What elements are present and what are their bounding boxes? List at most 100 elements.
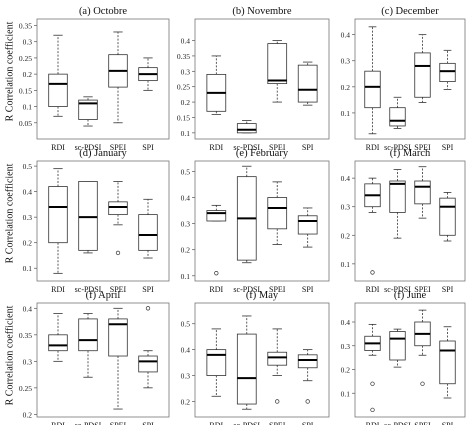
box-sc-pdsi xyxy=(389,96,406,129)
y-axis-label: R Correlation coefficient xyxy=(4,21,16,121)
box-body xyxy=(414,180,431,205)
x-tick-label: SPI xyxy=(142,421,154,425)
x-tick-label: SPI xyxy=(442,421,454,425)
box-sc-pdsi xyxy=(389,328,406,368)
y-tick-label: 0.4 xyxy=(341,318,351,327)
y-tick-label: 0.3 xyxy=(181,220,191,229)
y-tick-label: 0.25 xyxy=(19,54,32,63)
x-tick-label: sc-PDSI xyxy=(384,285,411,294)
x-tick-label: sc-PDSI xyxy=(384,143,411,152)
y-tick-label: 0.5 xyxy=(23,162,33,171)
chart-panel-5: (e) February 0.1 0.2 0.3 0.4 0.5 RDI sc-PDSI SPE… xyxy=(181,148,330,294)
y-tick-label: 0.3 xyxy=(23,38,33,47)
y-tick-label: 0.2 xyxy=(23,410,33,419)
x-tick-label: sc-PDSI xyxy=(75,421,102,425)
x-tick-label: sc-PDSI xyxy=(233,143,260,152)
y-tick-label: 0.2 xyxy=(181,246,191,255)
y-tick-label: 0.25 xyxy=(177,83,190,92)
x-tick-label: SPEI xyxy=(269,285,286,294)
y-tick-label: 0.15 xyxy=(177,113,190,122)
box-body xyxy=(389,107,406,127)
box-spei xyxy=(267,181,288,245)
y-tick-label: 0.2 xyxy=(23,70,33,79)
box-spei xyxy=(267,328,288,404)
y-tick-label: 0.1 xyxy=(341,260,351,269)
box-rdi xyxy=(48,34,68,117)
y-tick-label: 0.1 xyxy=(181,272,191,281)
box-spi xyxy=(297,207,318,248)
box-body xyxy=(364,70,381,109)
chart-panel-3: (c) December 0.1 0.2 0.3 0.4 RDI sc-PDSI SPEI SP… xyxy=(341,6,466,152)
y-tick-label: 0.2 xyxy=(181,397,191,406)
box-body xyxy=(267,43,288,85)
outlier-point xyxy=(275,399,280,404)
x-tick-label: SPEI xyxy=(269,143,286,152)
y-tick-label: 0.3 xyxy=(341,203,351,212)
y-tick-label: 0.25 xyxy=(19,384,32,393)
x-tick-label: sc-PDSI xyxy=(75,143,102,152)
y-tick-label: 0.15 xyxy=(19,86,32,95)
y-tick-label: 0.4 xyxy=(341,174,351,183)
y-tick-label: 0.2 xyxy=(341,83,351,92)
x-tick-label: SPI xyxy=(142,143,154,152)
x-tick-label: sc-PDSI xyxy=(233,285,260,294)
plot-frame xyxy=(354,18,466,140)
box-rdi xyxy=(206,328,227,397)
y-tick-label: 0.4 xyxy=(23,188,33,197)
x-tick-label: SPI xyxy=(302,421,314,425)
box-body xyxy=(78,99,98,120)
box-body xyxy=(108,318,128,357)
box-body xyxy=(206,349,227,376)
box-body xyxy=(414,52,431,98)
y-tick-label: 0.2 xyxy=(341,366,351,375)
outlier-point xyxy=(305,399,310,404)
y-tick-label: 0.5 xyxy=(181,167,191,176)
box-body xyxy=(389,331,406,361)
chart-panel-8: (f) May 0.2 0.3 0.4 0.5 RDI sc-PDSI SPEI SPI xyxy=(181,290,330,425)
x-tick-label: SPI xyxy=(442,143,454,152)
outlier-point xyxy=(145,306,151,311)
y-tick-label: 0.4 xyxy=(181,37,191,46)
box-spi xyxy=(297,61,318,106)
box-body xyxy=(78,181,98,251)
box-body xyxy=(297,64,318,103)
box-body xyxy=(267,351,288,366)
y-tick-label: 0.05 xyxy=(19,119,32,128)
box-body xyxy=(439,62,456,83)
box-spei xyxy=(108,307,128,410)
x-tick-label: RDI xyxy=(366,143,380,152)
chart-panel-1: (a) Octobre 0.05 0.1 0.15 0.2 0.25 0.3 0.35 RDI s… xyxy=(19,6,170,152)
outlier-point xyxy=(115,250,121,256)
box-spi xyxy=(439,192,456,242)
x-tick-label: SPEI xyxy=(414,421,431,425)
y-axis-label-row-2: R Correlation coefficient xyxy=(0,152,20,274)
y-tick-label: 0.4 xyxy=(181,346,191,355)
x-tick-label: SPI xyxy=(302,285,314,294)
box-body xyxy=(297,215,318,235)
x-tick-label: sc-PDSI xyxy=(75,285,102,294)
box-rdi xyxy=(48,168,68,274)
box-spei xyxy=(414,34,431,103)
box-spei xyxy=(108,181,128,256)
box-body xyxy=(48,73,68,107)
box-sc-pdsi xyxy=(389,169,406,239)
box-spei xyxy=(108,31,128,124)
chart-title: (f) May xyxy=(246,290,279,301)
x-tick-label: RDI xyxy=(51,421,65,425)
box-body xyxy=(236,333,257,405)
box-rdi xyxy=(206,204,227,276)
box-sc-pdsi xyxy=(236,315,257,410)
plot-frame xyxy=(194,302,330,418)
box-spei xyxy=(267,40,288,103)
chart-title: (f) June xyxy=(394,290,427,301)
y-tick-label: 0.35 xyxy=(19,21,32,30)
box-spi xyxy=(439,49,456,90)
outlier-point xyxy=(370,270,375,275)
x-tick-label: RDI xyxy=(366,421,380,425)
x-tick-label: RDI xyxy=(51,285,65,294)
box-sc-pdsi xyxy=(78,96,98,127)
y-tick-label: 0.4 xyxy=(23,304,33,313)
y-tick-label: 0.5 xyxy=(181,320,191,329)
outlier-point xyxy=(370,407,375,413)
